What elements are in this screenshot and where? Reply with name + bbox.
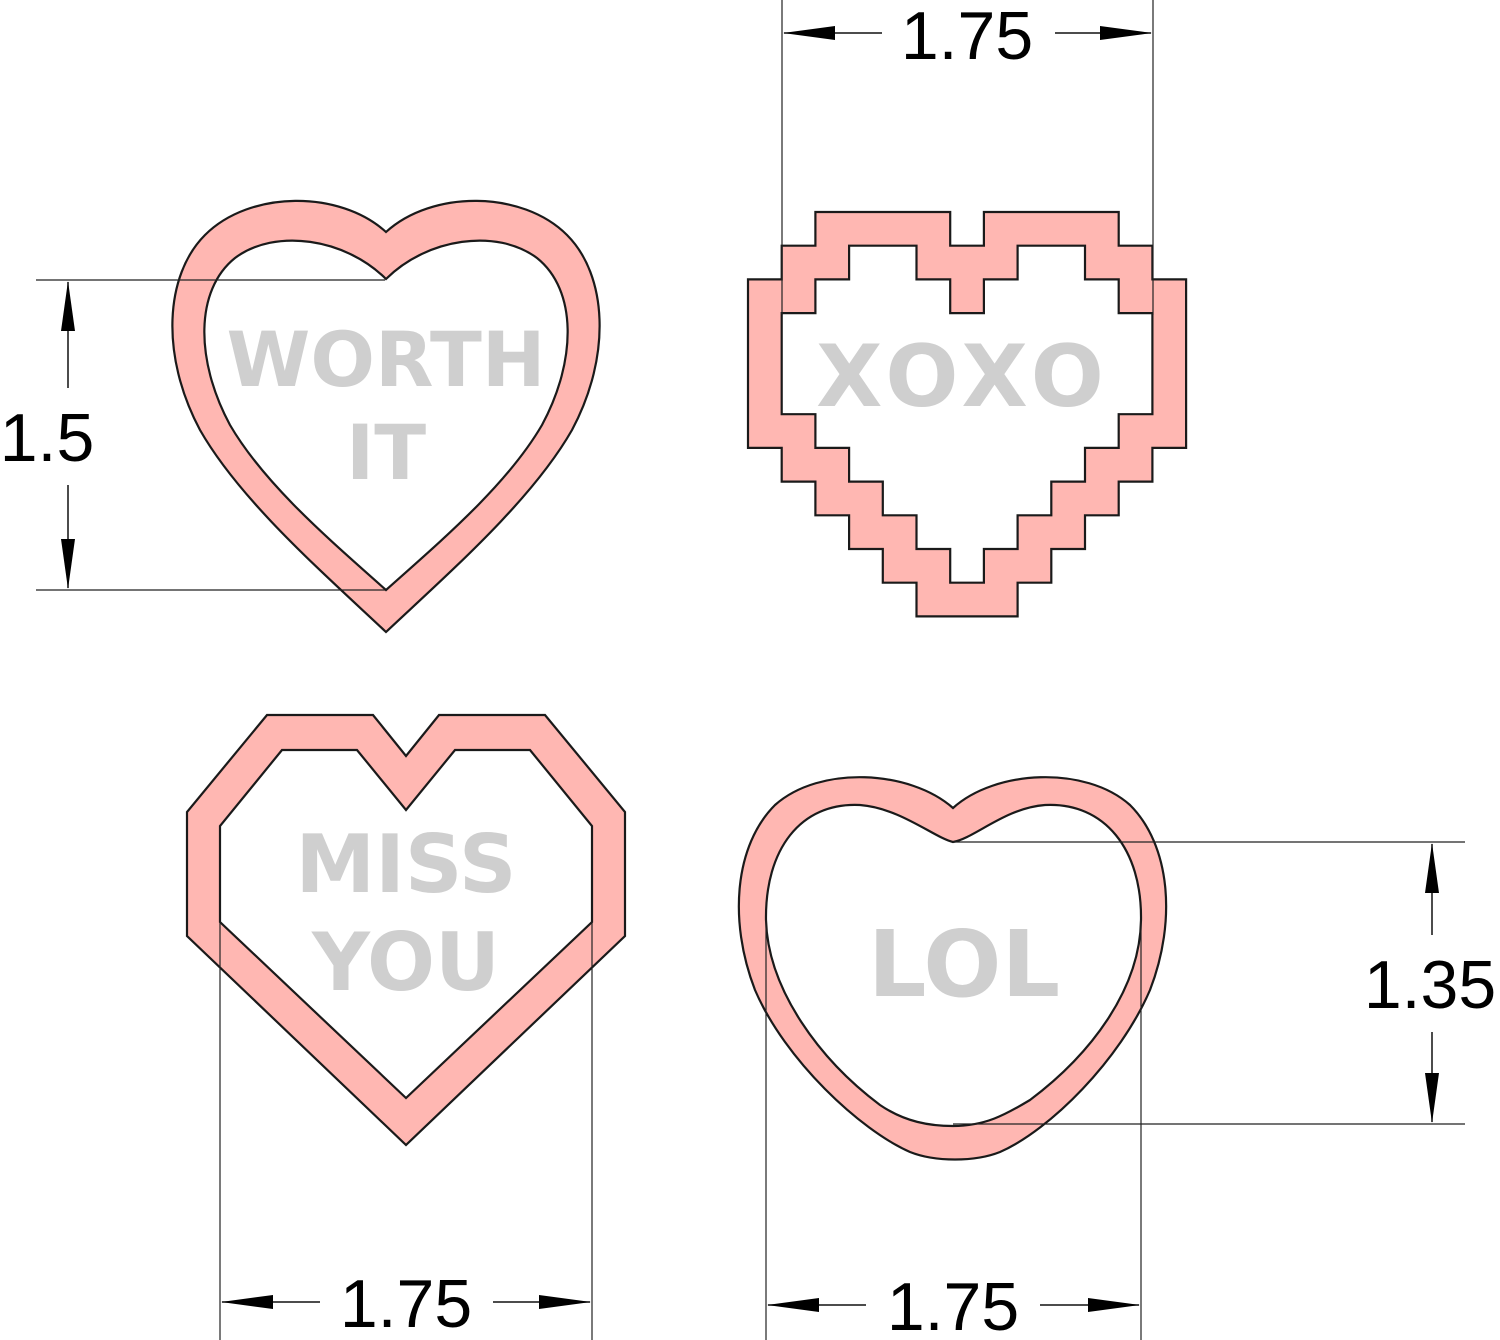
geometric-heart-message-line-2: YOU xyxy=(311,916,500,1009)
classic-heart-message-line-1: WORTH xyxy=(227,315,546,404)
arrow-down-icon xyxy=(1425,1073,1439,1123)
geometric-heart: MISS YOU xyxy=(185,713,627,1147)
rounded-width-dimension: 1.75 xyxy=(765,920,1142,1340)
arrow-left-icon xyxy=(783,26,835,40)
classic-heart-message-line-2: IT xyxy=(346,408,426,497)
rounded-heart-message: LOL xyxy=(868,911,1060,1018)
rounded-width-label: 1.75 xyxy=(887,1269,1019,1340)
geometric-width-dimension: 1.75 xyxy=(219,922,593,1340)
rounded-height-label: 1.35 xyxy=(1364,947,1496,1023)
classic-heart: WORTH IT xyxy=(171,199,601,634)
arrow-up-icon xyxy=(1425,843,1439,893)
pixel-width-dimension: 1.75 xyxy=(781,0,1154,315)
rounded-height-dimension: 1.35 xyxy=(953,841,1496,1125)
pixel-width-label: 1.75 xyxy=(901,0,1033,74)
arrow-left-icon xyxy=(221,1295,273,1309)
classic-heart-outline xyxy=(171,199,601,634)
arrow-right-icon xyxy=(1088,1298,1140,1312)
pixel-heart-outline xyxy=(746,210,1188,618)
arrow-right-icon xyxy=(539,1295,591,1309)
rounded-heart: LOL xyxy=(737,776,1168,1161)
classic-height-label: 1.5 xyxy=(0,400,94,476)
geometric-width-label: 1.75 xyxy=(340,1266,472,1340)
geometric-heart-message-line-1: MISS xyxy=(295,818,516,911)
classic-height-dimension: 1.5 xyxy=(0,279,385,591)
geometric-heart-outline xyxy=(185,713,627,1147)
arrow-right-icon xyxy=(1100,26,1152,40)
pixel-heart: XOXO xyxy=(746,210,1188,618)
arrow-up-icon xyxy=(61,281,75,331)
pixel-heart-message: XOXO xyxy=(816,327,1110,427)
arrow-left-icon xyxy=(767,1298,819,1312)
rounded-heart-outline xyxy=(737,776,1168,1161)
arrow-down-icon xyxy=(61,539,75,589)
